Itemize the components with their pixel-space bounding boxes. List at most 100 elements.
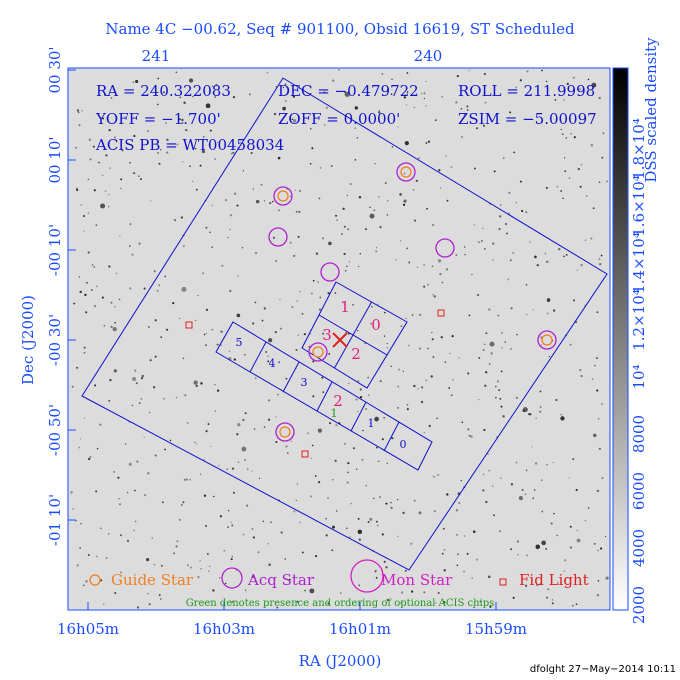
star — [113, 305, 116, 308]
colorbar-label: 1.2×10⁴ — [630, 289, 648, 351]
star — [436, 417, 438, 420]
star — [120, 534, 122, 537]
star — [535, 417, 537, 420]
star — [405, 104, 408, 106]
star — [476, 558, 479, 561]
star — [141, 374, 144, 378]
star — [369, 422, 372, 424]
legend-marker — [499, 578, 507, 586]
star — [561, 133, 564, 136]
star — [430, 375, 433, 378]
star — [416, 266, 419, 268]
star — [499, 204, 502, 206]
star — [254, 251, 258, 255]
star — [456, 564, 459, 567]
star — [336, 510, 338, 512]
star — [482, 473, 485, 476]
star — [203, 459, 205, 461]
star — [406, 408, 409, 411]
info: ACIS PB = WT00458034 — [95, 136, 284, 154]
star — [315, 252, 319, 255]
star — [231, 467, 235, 470]
star — [83, 351, 86, 354]
star — [163, 397, 165, 400]
star — [482, 348, 485, 352]
star — [117, 476, 120, 479]
star — [138, 402, 141, 404]
star — [478, 241, 481, 244]
star — [399, 240, 402, 242]
star — [86, 281, 88, 284]
star — [263, 426, 266, 428]
star — [379, 380, 382, 383]
star — [456, 553, 460, 556]
star — [205, 332, 208, 335]
star — [207, 570, 210, 572]
star — [528, 412, 531, 416]
chip-label: 4 — [269, 357, 276, 370]
star — [539, 583, 542, 586]
star — [398, 368, 401, 371]
star — [488, 308, 491, 311]
star — [307, 432, 309, 434]
star — [347, 471, 349, 474]
star — [413, 384, 416, 388]
star — [325, 106, 328, 109]
star — [135, 79, 139, 84]
star — [566, 82, 569, 86]
star — [205, 524, 208, 527]
star — [149, 359, 152, 362]
star — [195, 443, 198, 445]
colorbar-label: 1.6×10⁴ — [630, 175, 648, 237]
star — [89, 456, 92, 459]
star — [251, 470, 253, 472]
star — [386, 342, 388, 345]
star — [203, 494, 207, 497]
star — [498, 227, 501, 230]
star — [209, 231, 211, 234]
chip-label: 0 — [400, 438, 407, 451]
star — [381, 533, 385, 536]
star — [408, 261, 411, 264]
star — [533, 489, 536, 491]
star — [579, 368, 582, 372]
star — [560, 416, 565, 421]
star — [524, 493, 527, 496]
star — [268, 399, 271, 402]
colorbar-label: 1.8×10⁴ — [630, 118, 648, 180]
star — [133, 529, 135, 532]
star — [96, 555, 98, 558]
star — [503, 157, 505, 159]
star — [309, 162, 312, 165]
star — [195, 384, 198, 388]
star — [369, 517, 373, 521]
star — [357, 380, 360, 383]
star — [136, 606, 140, 609]
star — [164, 448, 167, 451]
star — [572, 458, 575, 460]
star — [289, 578, 291, 581]
star — [200, 381, 202, 384]
star — [214, 383, 216, 386]
star — [377, 460, 380, 463]
star — [390, 506, 393, 509]
star — [126, 539, 130, 543]
star — [375, 446, 378, 449]
star — [140, 178, 142, 180]
star — [568, 477, 571, 479]
star — [71, 385, 74, 388]
star — [545, 80, 548, 83]
star — [532, 309, 534, 311]
star — [104, 190, 107, 192]
star — [431, 265, 434, 268]
star — [229, 228, 231, 231]
star — [78, 276, 80, 278]
star — [83, 346, 86, 349]
x-tick-label: 15h59m — [465, 620, 527, 638]
star — [535, 544, 541, 549]
star — [596, 594, 600, 597]
star — [386, 598, 389, 602]
star — [352, 447, 355, 450]
star — [601, 156, 604, 159]
star — [215, 83, 218, 86]
